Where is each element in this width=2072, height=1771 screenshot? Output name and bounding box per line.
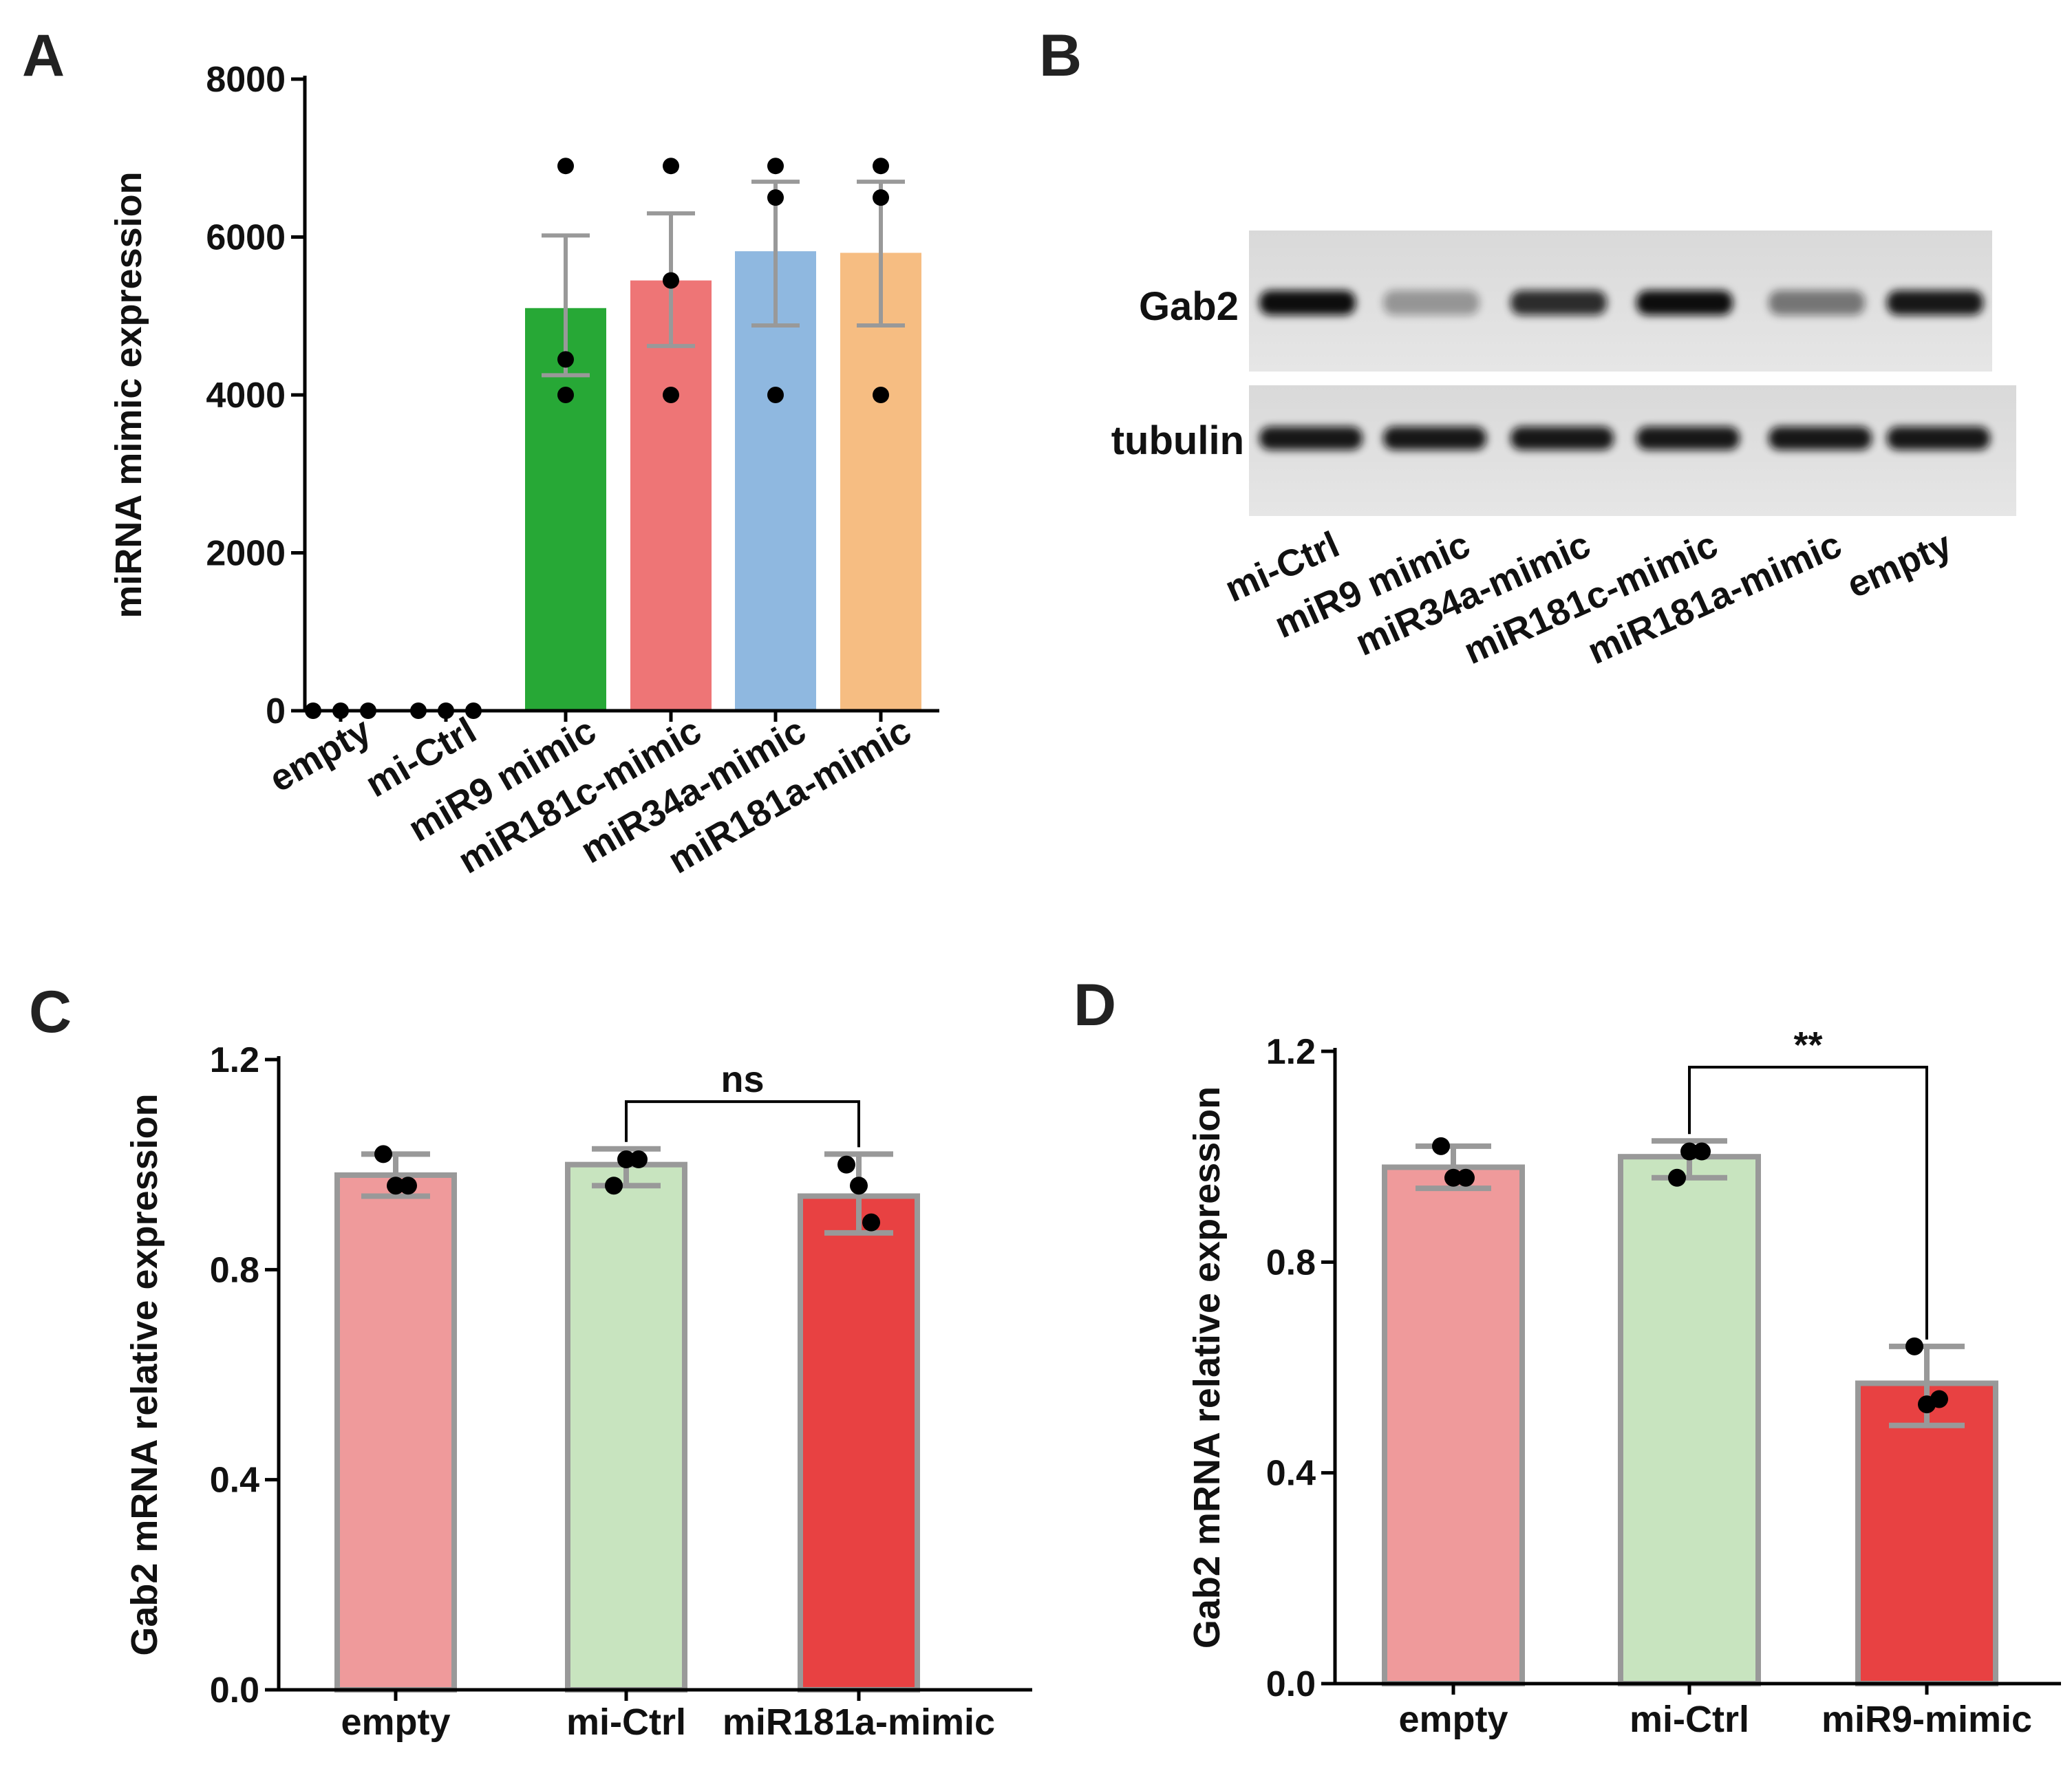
data-point: [617, 1150, 635, 1169]
gab2-bands: [1259, 290, 1983, 315]
chart-d: Gab2 mRNA relative expression empty mi-Ctr…: [1186, 1024, 2061, 1740]
y-tick-label: 0.4: [210, 1461, 259, 1501]
gab2-band: [1383, 290, 1480, 315]
x-tick-label: empty: [1398, 1699, 1508, 1740]
data-point: [767, 189, 784, 206]
data-point: [663, 158, 679, 175]
data-point: [873, 189, 889, 206]
bar: [840, 253, 921, 711]
gab2-band: [1887, 290, 1983, 315]
y-axis-label: miRNA mimic expression: [108, 171, 149, 618]
bar: [1618, 1154, 1761, 1686]
bar: [735, 251, 816, 711]
y-axis-label: Gab2 mRNA relative expression: [1186, 1086, 1228, 1649]
y-tick-label: 2000: [206, 534, 286, 574]
data-point: [1930, 1390, 1948, 1408]
chart-c: Gab2 mRNA relative expression empty mi-Ctr…: [124, 1040, 1032, 1743]
tubulin-band: [1769, 427, 1872, 450]
tubulin-band: [1887, 427, 1990, 450]
gab2-band: [1259, 290, 1356, 315]
panel-letter-c: C: [29, 979, 72, 1045]
data-point: [837, 1155, 855, 1174]
gab2-band: [1769, 290, 1865, 315]
tubulin-band: [1636, 427, 1740, 450]
data-point: [605, 1177, 623, 1195]
data-point: [767, 387, 784, 403]
x-tick-label: miR9-mimic: [1822, 1699, 2032, 1740]
bar: [1382, 1164, 1525, 1686]
y-tick-label: 1.2: [210, 1040, 259, 1080]
y-tick-label: 0.0: [210, 1671, 259, 1710]
bar: [630, 280, 712, 711]
data-point: [873, 158, 889, 175]
x-tick-label: empty: [341, 1702, 450, 1743]
y-tick-label: 0.8: [1266, 1243, 1316, 1282]
y-tick-label: 6000: [206, 218, 286, 258]
data-point: [873, 387, 889, 403]
data-point: [1444, 1168, 1462, 1187]
x-tick-label: miR181a-mimic: [723, 1702, 995, 1743]
data-point: [630, 1150, 648, 1169]
significance-bracket: [1688, 1065, 1928, 1340]
data-point: [1457, 1168, 1475, 1187]
gab2-band: [1636, 290, 1733, 315]
data-point: [557, 158, 574, 175]
y-tick-label: 0.8: [210, 1250, 259, 1290]
y-tick-label: 0: [266, 691, 286, 731]
data-point: [557, 387, 574, 403]
lane-label: empty: [1841, 524, 1958, 606]
y-tick-label: 0.4: [1266, 1454, 1316, 1494]
panel-letter-b: B: [1039, 23, 1082, 89]
tubulin-band-label: tubulin: [1111, 418, 1244, 463]
data-point: [1432, 1137, 1450, 1155]
data-point: [1693, 1142, 1711, 1161]
panel-letter-a: A: [22, 23, 65, 89]
data-point: [862, 1213, 880, 1232]
data-point: [557, 351, 574, 368]
data-point: [1680, 1142, 1698, 1161]
panel-letter-d: D: [1074, 972, 1116, 1038]
y-tick-label: 4000: [206, 376, 286, 416]
y-tick-label: 0.0: [1266, 1664, 1316, 1704]
data-point: [1668, 1168, 1686, 1187]
x-tick-label: mi-Ctrl: [566, 1702, 686, 1743]
tubulin-band: [1259, 427, 1363, 450]
data-point: [850, 1177, 868, 1195]
data-point: [387, 1177, 405, 1195]
bar: [1855, 1380, 1998, 1686]
bar: [565, 1161, 687, 1693]
data-point: [399, 1177, 417, 1195]
data-point: [663, 387, 679, 403]
tubulin-membrane: [1249, 385, 2016, 516]
x-tick-label: mi-Ctrl: [1630, 1699, 1749, 1740]
y-tick-label: 1.2: [1266, 1032, 1316, 1072]
gab2-membrane: [1249, 230, 1992, 372]
bar: [798, 1193, 920, 1693]
data-point: [1905, 1337, 1923, 1355]
significance-bracket: [625, 1100, 860, 1148]
tubulin-band: [1383, 427, 1486, 450]
data-point: [663, 272, 679, 289]
y-axis-label: Gab2 mRNA relative expression: [124, 1093, 165, 1655]
y-tick-label: 8000: [206, 60, 286, 100]
data-point: [767, 158, 784, 175]
significance-label: ns: [720, 1059, 764, 1100]
gab2-band: [1510, 290, 1607, 315]
tubulin-band: [1510, 427, 1614, 450]
tubulin-bands: [1259, 427, 1990, 450]
gab2-band-label: Gab2: [1139, 284, 1239, 329]
data-point: [374, 1145, 392, 1163]
significance-label: **: [1793, 1024, 1822, 1066]
bar: [334, 1172, 457, 1693]
